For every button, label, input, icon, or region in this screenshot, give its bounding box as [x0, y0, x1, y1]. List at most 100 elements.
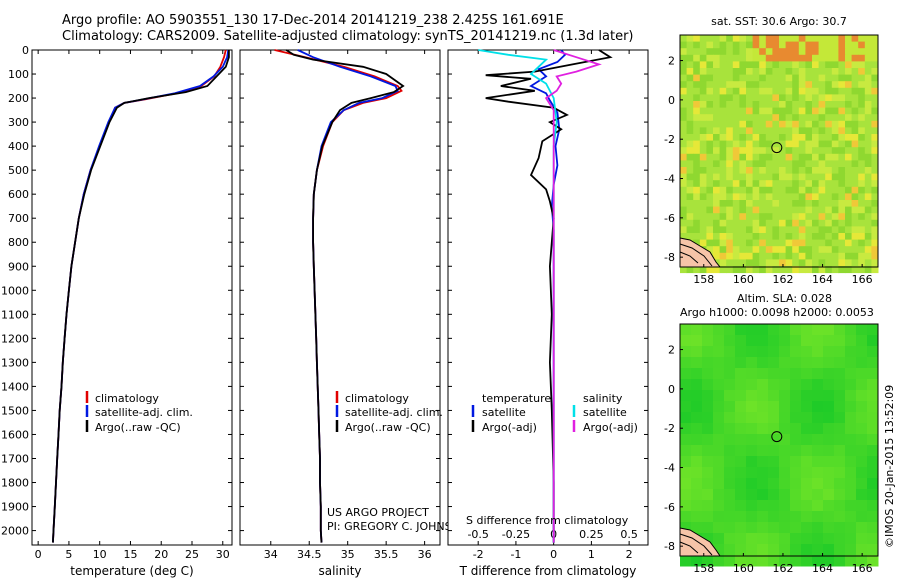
heatmap-cell	[867, 522, 879, 534]
depth-tick-label: 1300	[1, 356, 29, 369]
heatmap-cell	[812, 74, 820, 82]
heatmap-cell	[732, 134, 740, 142]
heatmap-cell	[798, 61, 806, 69]
heatmap-cell	[812, 35, 820, 43]
heatmap-cell	[739, 167, 747, 175]
heatmap-cell	[798, 127, 806, 135]
heatmap-cell	[818, 219, 826, 227]
heatmap-cell	[851, 120, 859, 128]
heatmap-cell	[759, 266, 767, 274]
heatmap-cell	[785, 233, 793, 241]
heatmap-cell	[702, 555, 714, 567]
legend-label-t-argo: Argo(-adj)	[482, 421, 537, 434]
heatmap-cell	[746, 478, 758, 490]
heatmap-cell	[818, 68, 826, 76]
heatmap-cell	[757, 445, 769, 457]
heatmap-cell	[831, 87, 839, 95]
heatmap-cell	[693, 41, 701, 49]
heatmap-cell	[779, 101, 787, 109]
heatmap-cell	[851, 68, 859, 76]
heatmap-cell	[825, 147, 833, 155]
heatmap-cell	[845, 147, 853, 155]
heatmap-cell	[779, 68, 787, 76]
heatmap-cell	[812, 346, 824, 358]
heatmap-cell	[812, 114, 820, 122]
heatmap-cell	[699, 200, 707, 208]
heatmap-cell	[812, 87, 820, 95]
heatmap-cell	[798, 233, 806, 241]
heatmap-cell	[735, 412, 747, 424]
depth-tick-label: 1100	[1, 308, 29, 321]
heatmap-cell	[845, 94, 853, 102]
heatmap-cell	[798, 140, 806, 148]
heatmap-cell	[693, 193, 701, 201]
heatmap-cell	[768, 423, 780, 435]
heatmap-cell	[772, 61, 780, 69]
heatmap-cell	[752, 134, 760, 142]
heatmap-cell	[871, 114, 879, 122]
heatmap-cell	[691, 390, 703, 402]
series-line-argo-raw-qc	[285, 49, 405, 543]
heatmap-cell	[724, 555, 736, 567]
heatmap-cell	[719, 48, 727, 56]
heatmap-cell	[686, 120, 694, 128]
heatmap-cell	[858, 87, 866, 95]
heatmap-cell	[772, 114, 780, 122]
heatmap-cell	[706, 167, 714, 175]
heatmap-cell	[686, 140, 694, 148]
heatmap-cell	[746, 252, 754, 260]
heatmap-cell	[680, 186, 688, 194]
heatmap-cell	[746, 167, 754, 175]
heatmap-cell	[856, 456, 868, 468]
heatmap-cell	[801, 445, 813, 457]
heatmap-cell	[818, 81, 826, 89]
heatmap-cell	[719, 193, 727, 201]
heatmap-cell	[680, 489, 692, 501]
heatmap-cell	[785, 167, 793, 175]
heatmap-cell	[739, 87, 747, 95]
heatmap-cell	[838, 107, 846, 115]
s-tick-label: 0.25	[579, 528, 604, 541]
heatmap-cell	[706, 246, 714, 254]
heatmap-cell	[735, 379, 747, 391]
heatmap-cell	[856, 544, 868, 556]
heatmap-cell	[772, 160, 780, 168]
latitude-tick-label: 0	[668, 383, 675, 396]
heatmap-cell	[845, 160, 853, 168]
heatmap-cell	[680, 134, 688, 142]
heatmap-cell	[735, 511, 747, 523]
heatmap-cell	[845, 153, 853, 161]
heatmap-cell	[818, 180, 826, 188]
heatmap-cell	[746, 456, 758, 468]
heatmap-cell	[805, 206, 813, 214]
heatmap-cell	[825, 48, 833, 56]
temperature-plot-frame	[31, 49, 233, 546]
heatmap-cell	[858, 68, 866, 76]
heatmap-cell	[699, 213, 707, 221]
heatmap-cell	[823, 346, 835, 358]
x-tick-label: 2	[626, 548, 633, 561]
heatmap-cell	[858, 167, 866, 175]
heatmap-cell	[732, 153, 740, 161]
heatmap-cell	[765, 266, 773, 274]
heatmap-cell	[746, 239, 754, 247]
heatmap-cell	[680, 423, 692, 435]
heatmap-cell	[838, 147, 846, 155]
heatmap-cell	[798, 226, 806, 234]
heatmap-cell	[765, 239, 773, 247]
heatmap-cell	[831, 81, 839, 89]
heatmap-cell	[851, 200, 859, 208]
heatmap-cell	[858, 48, 866, 56]
heatmap-cell	[732, 252, 740, 260]
heatmap-cell	[851, 206, 859, 214]
heatmap-cell	[818, 186, 826, 194]
heatmap-cell	[823, 467, 835, 479]
heatmap-cell	[713, 401, 725, 413]
heatmap-cell	[856, 390, 868, 402]
heatmap-cell	[757, 423, 769, 435]
heatmap-cell	[812, 246, 820, 254]
heatmap-cell	[726, 219, 734, 227]
x-tick-label: 35	[341, 548, 355, 561]
heatmap-cell	[845, 180, 853, 188]
heatmap-cell	[867, 467, 879, 479]
